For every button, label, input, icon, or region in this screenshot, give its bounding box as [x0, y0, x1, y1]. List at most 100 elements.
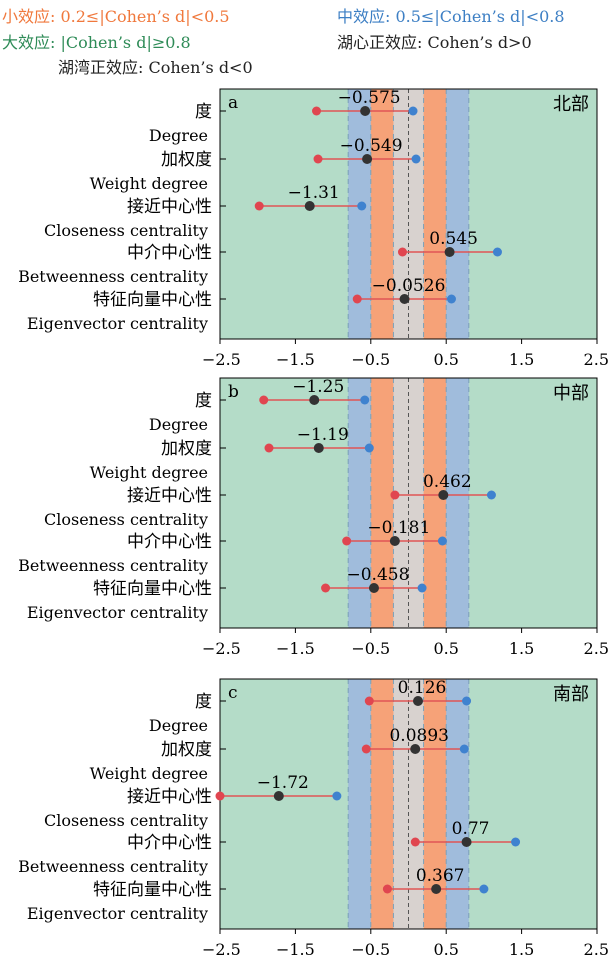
- category-label-cn: 加权度: [161, 150, 212, 170]
- effect-size-label: −0.0526: [372, 276, 446, 296]
- ci-high-point: [437, 536, 447, 546]
- ci-low-point: [313, 154, 323, 164]
- panel-label: c: [228, 683, 238, 703]
- x-tick-label: −0.5: [351, 639, 390, 658]
- x-tick-label: 2.5: [584, 940, 609, 959]
- x-tick-label: 1.5: [509, 639, 534, 658]
- effect-size-label: −0.549: [340, 136, 403, 156]
- ci-low-point: [352, 294, 362, 304]
- category-label-cn: 特征向量中心性: [93, 880, 212, 900]
- effect-size-point: [304, 201, 315, 211]
- category-label-cn: 接近中心性: [127, 197, 212, 217]
- x-tick-label: 2.5: [584, 639, 609, 658]
- effect-size-point: [444, 247, 455, 257]
- category-label-en: Betweenness centrality: [18, 556, 208, 575]
- category-label-cn: 加权度: [161, 439, 212, 459]
- ci-low-point: [342, 536, 352, 546]
- x-tick-label: −0.5: [351, 940, 390, 959]
- band-negligible-effect: [393, 679, 424, 929]
- plot-frame: [219, 377, 598, 629]
- region-title: 北部: [553, 94, 589, 115]
- effect-size-label: −1.72: [257, 773, 309, 793]
- category-label-en: Degree: [149, 716, 208, 735]
- x-tick-label: 0.5: [433, 350, 458, 369]
- chart-panel-a: a 北部 度 Degree −0.575 加权度 Weight degree −0.549 接近…: [18, 88, 609, 369]
- ci-high-point: [417, 583, 427, 593]
- category-label-cn: 中介中心性: [127, 243, 212, 263]
- legend-positive-bay: 湖湾正效应: Cohen’s d<0: [58, 58, 253, 77]
- x-tick-label: 2.5: [584, 350, 609, 369]
- ci-high-point: [486, 490, 496, 500]
- effect-size-label: 0.0893: [389, 726, 448, 746]
- x-tick-label: 0.5: [433, 940, 458, 959]
- x-tick-label: 1.5: [509, 350, 534, 369]
- ci-low-point: [215, 791, 225, 801]
- effect-size-point: [410, 744, 421, 754]
- category-label-en: Eigenvector centrality: [27, 603, 208, 622]
- effect-size-point: [309, 395, 320, 405]
- category-label-en: Weight degree: [90, 764, 208, 783]
- ci-high-point: [492, 247, 502, 257]
- effect-size-label: 0.462: [423, 472, 472, 492]
- category-label-en: Closeness centrality: [44, 510, 208, 529]
- ci-low-point: [364, 696, 374, 706]
- effect-size-label: −1.25: [292, 377, 344, 397]
- effect-size-point: [438, 490, 449, 500]
- ci-low-point: [259, 395, 269, 405]
- ci-high-point: [360, 395, 370, 405]
- x-tick-label: −1.5: [276, 940, 315, 959]
- category-label-en: Weight degree: [90, 174, 208, 193]
- category-label-en: Degree: [149, 126, 208, 145]
- ci-high-point: [462, 696, 472, 706]
- legend-large-effect: 大效应: |Cohen’s d|≥0.8: [2, 33, 191, 52]
- effect-size-label: −0.575: [338, 88, 401, 108]
- legend-small-effect: 小效应: 0.2≤|Cohen’s d|<0.5: [2, 7, 230, 26]
- effect-size-point: [431, 884, 442, 894]
- ci-low-point: [361, 744, 371, 754]
- chart-panel-b: b 中部 度 Degree −1.25 加权度 Weight degree −1.19 接近中心…: [18, 377, 609, 658]
- effect-size-point: [360, 106, 371, 116]
- category-label-cn: 中介中心性: [127, 833, 212, 853]
- effect-size-label: 0.367: [416, 866, 465, 886]
- ci-high-point: [511, 837, 521, 847]
- plot-frame: [219, 678, 598, 930]
- x-tick-label: −2.5: [202, 350, 241, 369]
- category-label-cn: 特征向量中心性: [93, 579, 212, 599]
- effect-size-label: −1.31: [288, 183, 340, 203]
- region-title: 南部: [553, 684, 589, 705]
- x-tick-label: 1.5: [509, 940, 534, 959]
- ci-low-point: [264, 443, 274, 453]
- ci-high-point: [332, 791, 342, 801]
- ci-low-point: [397, 247, 407, 257]
- ci-low-point: [382, 884, 392, 894]
- effect-size-point: [461, 837, 472, 847]
- ci-low-point: [254, 201, 264, 211]
- panel-label: a: [228, 93, 238, 113]
- category-label-cn: 度: [195, 692, 212, 712]
- ci-low-point: [410, 837, 420, 847]
- x-tick-label: −1.5: [276, 639, 315, 658]
- category-label-en: Closeness centrality: [44, 221, 208, 240]
- x-tick-label: −2.5: [202, 940, 241, 959]
- effect-size-point: [313, 443, 324, 453]
- category-label-en: Weight degree: [90, 463, 208, 482]
- category-label-en: Betweenness centrality: [18, 857, 208, 876]
- category-label-en: Eigenvector centrality: [27, 904, 208, 923]
- effect-size-point: [362, 154, 373, 164]
- ci-high-point: [411, 154, 421, 164]
- category-label-en: Degree: [149, 415, 208, 434]
- category-label-cn: 度: [195, 102, 212, 122]
- ci-high-point: [357, 201, 367, 211]
- effect-size-label: −0.181: [367, 518, 430, 538]
- category-label-en: Closeness centrality: [44, 811, 208, 830]
- legend-medium-effect: 中效应: 0.5≤|Cohen’s d|<0.8: [337, 7, 565, 26]
- ci-high-point: [459, 744, 469, 754]
- category-label-cn: 加权度: [161, 740, 212, 760]
- x-tick-label: 0.5: [433, 639, 458, 658]
- category-label-cn: 度: [195, 391, 212, 411]
- effect-size-point: [399, 294, 410, 304]
- category-label-en: Eigenvector centrality: [27, 314, 208, 333]
- chart-panel-c: c 南部 度 Degree 0.126 加权度 Weight degree 0.0893 接近中…: [18, 678, 609, 959]
- x-tick-label: −1.5: [276, 350, 315, 369]
